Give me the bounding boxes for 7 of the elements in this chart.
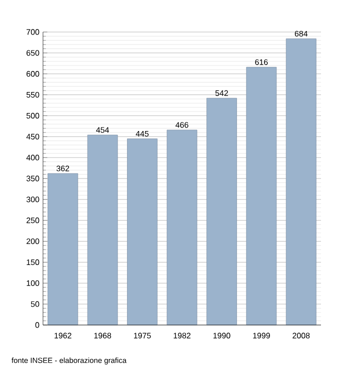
bar [87, 134, 118, 326]
bar [206, 98, 237, 326]
bar [127, 138, 158, 326]
bar [166, 130, 198, 326]
bar [246, 66, 277, 326]
bar [48, 173, 78, 326]
bar [286, 38, 316, 326]
